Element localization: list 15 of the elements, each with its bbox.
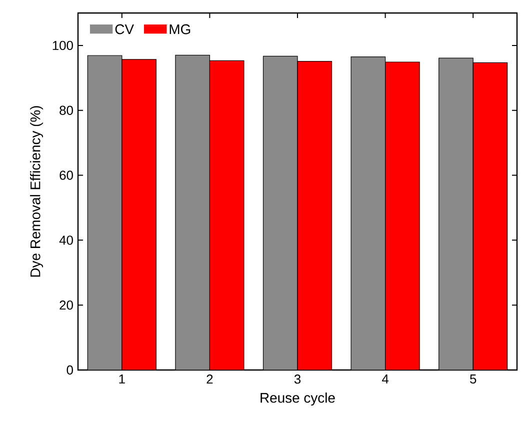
legend-label: MG [170,24,190,34]
x-tick-label: 5 [470,374,476,384]
y-tick-label: 40 [59,236,73,245]
y-tick-label: 60 [60,170,73,180]
x-tick-label: 2 [206,374,213,384]
x-tick-label: 3 [294,374,301,384]
y-tick-label: 0 [66,365,73,375]
y-axis-title: Dye Removal Efficiency (%) [30,106,44,277]
x-tick-label: 4 [382,374,389,384]
y-tick-label: 20 [60,300,73,310]
y-tick-label: 100 [52,40,73,50]
x-axis-title: Reuse cycle [260,392,335,406]
legend-label: CV [115,24,134,34]
x-tick-label: 1 [119,374,125,384]
y-tick-label: 80 [60,106,73,115]
